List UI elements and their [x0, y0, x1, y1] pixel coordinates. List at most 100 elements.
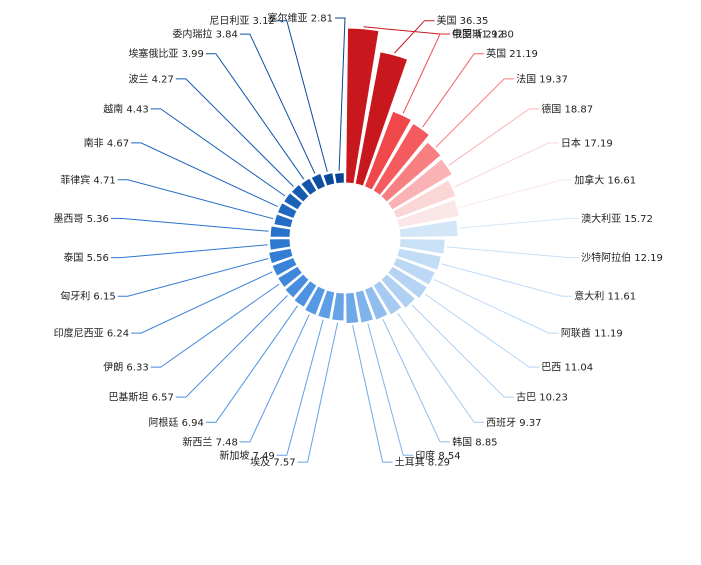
slice-16-wedge[interactable]	[363, 285, 389, 321]
slice-25-wedge[interactable]	[271, 256, 298, 277]
slice-6-label: 德国 18.87	[541, 102, 593, 115]
slice-27-label: 泰国 5.56	[63, 251, 108, 264]
slice-30-label: 南非 4.67	[84, 136, 129, 149]
slice-13-wedge[interactable]	[387, 265, 428, 300]
slice-13-leader-line	[424, 293, 540, 368]
slice-13-label: 巴西 11.04	[541, 362, 593, 374]
slice-3-leader-line	[402, 33, 451, 114]
slice-30-leader-line	[131, 142, 278, 208]
slice-12-wedge[interactable]	[392, 256, 436, 286]
slice-17-label: 印度 8.54	[415, 449, 460, 462]
slice-30-wedge[interactable]	[276, 202, 298, 220]
slice-33-wedge[interactable]	[300, 177, 318, 196]
slice-1-wedge[interactable]	[345, 27, 380, 185]
slice-5-leader-line	[435, 78, 515, 148]
slice-15-wedge[interactable]	[372, 280, 403, 316]
slice-10-label: 沙特阿拉伯 12.19	[581, 251, 663, 264]
slice-20-wedge[interactable]	[317, 289, 336, 320]
slice-5-label: 法国 19.37	[516, 72, 568, 85]
leader-lines-layer	[110, 17, 580, 463]
slice-5-wedge[interactable]	[380, 141, 442, 203]
slice-19-leader-line	[297, 322, 339, 463]
slice-8-label: 加拿大 16.61	[574, 173, 636, 186]
slice-9-wedge[interactable]	[398, 219, 459, 238]
slice-32-wedge[interactable]	[290, 183, 310, 203]
slice-7-leader-line	[454, 142, 559, 188]
slice-14-label: 古巴 10.23	[516, 391, 568, 404]
slice-6-leader-line	[448, 108, 540, 166]
slice-18-label: 土耳其 8.29	[395, 456, 450, 469]
slice-32-label: 波兰 4.27	[128, 72, 173, 85]
slice-8-leader-line	[459, 179, 573, 208]
slice-21-wedge[interactable]	[304, 285, 327, 316]
slice-29-wedge[interactable]	[273, 213, 294, 229]
slice-27-wedge[interactable]	[268, 238, 292, 251]
slice-18-wedge[interactable]	[345, 291, 360, 325]
slice-33-label: 埃塞俄比亚 3.99	[128, 47, 203, 60]
slice-11-wedge[interactable]	[396, 247, 442, 271]
slice-34-leader-line	[239, 33, 316, 174]
slice-16-leader-line	[382, 319, 451, 443]
slice-28-leader-line	[110, 217, 269, 232]
slice-14-leader-line	[411, 304, 515, 398]
slice-4-wedge[interactable]	[372, 122, 430, 196]
slice-29-leader-line	[117, 179, 274, 220]
slice-21-leader-line	[239, 314, 310, 443]
slice-26-leader-line	[117, 258, 269, 297]
slice-1-label: 中国 41.92	[452, 28, 504, 41]
slices-layer	[268, 27, 460, 325]
slice-19-wedge[interactable]	[331, 291, 345, 322]
slice-24-leader-line	[150, 283, 280, 368]
slice-4-label: 英国 21.19	[486, 47, 538, 60]
slice-6-wedge[interactable]	[387, 158, 453, 211]
slice-2-wedge[interactable]	[354, 51, 409, 187]
slice-7-wedge[interactable]	[392, 179, 457, 220]
slice-20-leader-line	[276, 319, 324, 456]
slice-16-label: 韩国 8.85	[452, 435, 497, 448]
slice-36-label: 塞尔维亚 2.81	[268, 12, 333, 25]
slice-34-wedge[interactable]	[310, 172, 327, 191]
slice-3-label: 俄罗斯 21.80	[452, 28, 514, 41]
slice-31-wedge[interactable]	[283, 192, 303, 211]
slice-23-leader-line	[175, 295, 288, 398]
slice-24-label: 伊朗 6.33	[103, 362, 148, 374]
slice-11-label: 意大利 11.61	[574, 290, 636, 303]
slice-24-wedge[interactable]	[277, 265, 303, 289]
slice-8-wedge[interactable]	[396, 199, 460, 229]
slice-28-label: 墨西哥 5.36	[53, 213, 108, 225]
slice-25-label: 印度尼西亚 6.24	[54, 327, 129, 340]
slice-15-leader-line	[397, 312, 485, 423]
slice-36-wedge[interactable]	[333, 172, 345, 185]
slice-19-label: 埃及 7.57	[250, 456, 295, 469]
slice-28-wedge[interactable]	[269, 225, 292, 238]
slice-33-leader-line	[205, 53, 305, 180]
slice-35-wedge[interactable]	[322, 172, 336, 187]
slice-35-label: 尼日利亚 3.12	[209, 15, 274, 27]
slice-3-wedge[interactable]	[363, 110, 412, 191]
slice-9-label: 澳大利亚 15.72	[581, 212, 653, 225]
slice-26-label: 匈牙利 6.15	[60, 290, 115, 303]
slice-17-wedge[interactable]	[354, 289, 375, 324]
slice-2-leader-line	[394, 20, 435, 54]
slice-10-wedge[interactable]	[398, 238, 446, 255]
slice-26-wedge[interactable]	[268, 247, 294, 265]
slice-32-leader-line	[175, 78, 294, 187]
slice-12-label: 阿联酋 11.19	[561, 327, 623, 340]
slice-20-label: 新加坡 7.49	[219, 449, 274, 462]
slice-29-label: 菲律宾 4.71	[60, 173, 115, 186]
slice-31-leader-line	[150, 108, 286, 197]
slice-14-wedge[interactable]	[380, 273, 416, 309]
slice-15-label: 西班牙 9.37	[486, 417, 541, 429]
slice-17-leader-line	[367, 323, 414, 456]
slice-34-label: 委内瑞拉 3.84	[172, 28, 237, 41]
slice-22-label: 阿根廷 6.94	[148, 416, 203, 429]
slice-31-label: 越南 4.43	[103, 102, 148, 115]
slice-22-wedge[interactable]	[293, 280, 318, 308]
slice-36-leader-line	[335, 17, 346, 171]
slice-23-wedge[interactable]	[284, 273, 310, 299]
slice-12-leader-line	[433, 279, 559, 334]
slice-22-leader-line	[205, 305, 299, 423]
